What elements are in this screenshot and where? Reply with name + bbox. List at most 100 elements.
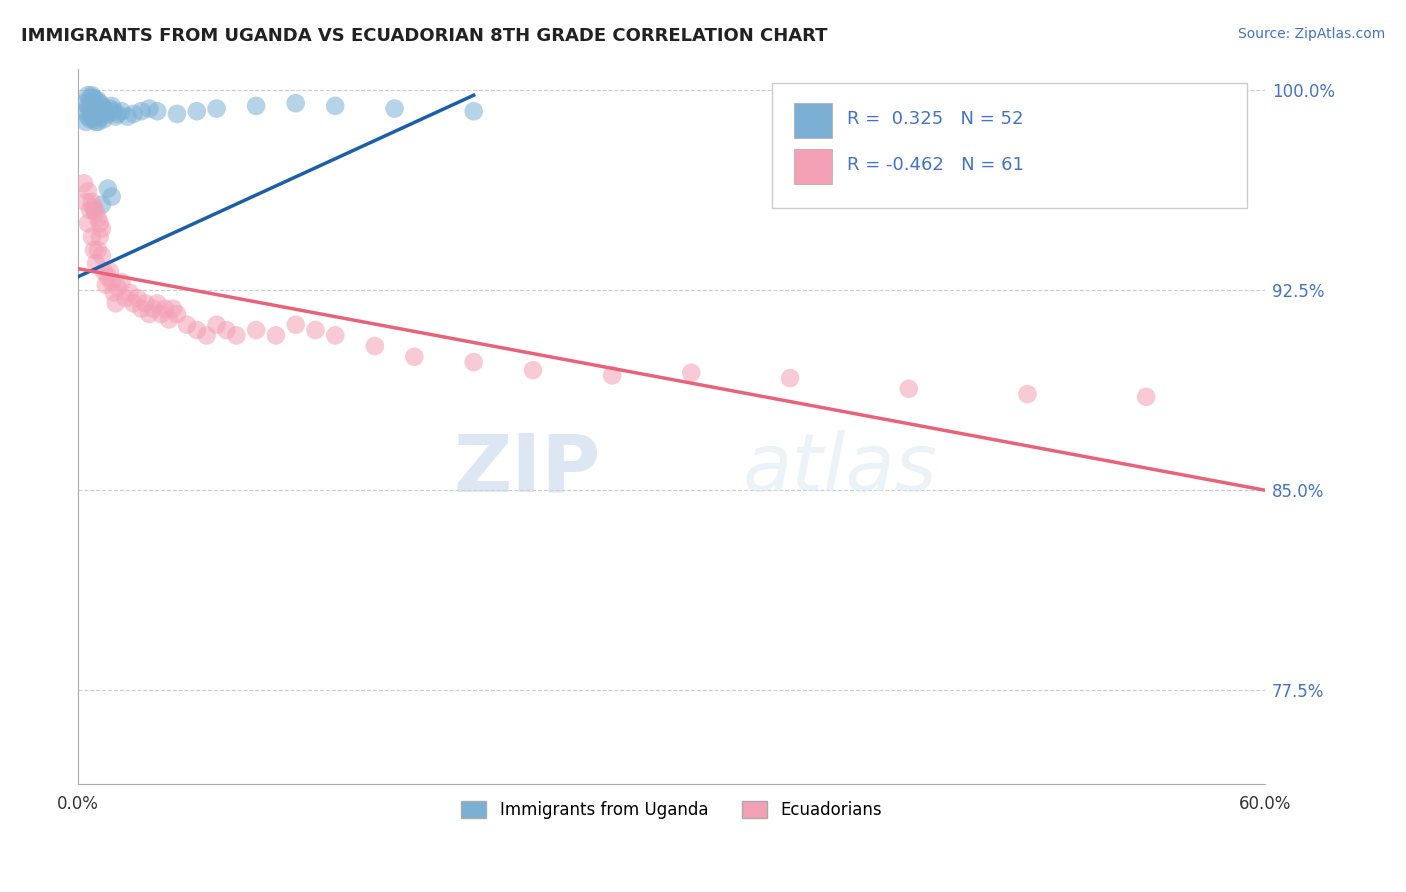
Point — [98, 264, 121, 278]
Point — [384, 102, 406, 116]
Point — [205, 318, 228, 332]
Point — [225, 328, 247, 343]
Point — [98, 102, 121, 116]
Point — [84, 205, 107, 219]
Point — [104, 296, 127, 310]
Point — [166, 307, 188, 321]
Point — [97, 181, 120, 195]
Point — [127, 291, 149, 305]
Point — [103, 104, 125, 119]
Point — [245, 323, 267, 337]
Point — [100, 275, 122, 289]
Point — [93, 264, 115, 278]
Point — [87, 211, 110, 225]
Point — [83, 200, 105, 214]
Point — [681, 366, 703, 380]
Point — [80, 194, 103, 209]
Point — [897, 382, 920, 396]
Point — [73, 176, 96, 190]
Point — [83, 243, 105, 257]
Point — [284, 96, 307, 111]
Point — [90, 248, 112, 262]
Point — [77, 88, 100, 103]
Point — [77, 216, 100, 230]
Point — [186, 323, 208, 337]
Point — [93, 102, 115, 116]
Point — [89, 107, 111, 121]
Point — [522, 363, 544, 377]
Point — [264, 328, 287, 343]
Point — [779, 371, 801, 385]
Point — [93, 112, 115, 127]
Point — [87, 94, 110, 108]
Point — [107, 107, 129, 121]
Point — [87, 243, 110, 257]
Point — [94, 277, 117, 292]
Point — [150, 307, 173, 321]
Point — [83, 102, 105, 116]
Point — [84, 256, 107, 270]
Point — [111, 104, 134, 119]
Point — [1135, 390, 1157, 404]
Point — [153, 301, 176, 316]
Text: atlas: atlas — [742, 430, 938, 508]
Point — [90, 221, 112, 235]
Text: R = -0.462   N = 61: R = -0.462 N = 61 — [846, 156, 1024, 174]
Point — [195, 328, 218, 343]
Point — [90, 197, 112, 211]
Legend: Immigrants from Uganda, Ecuadorians: Immigrants from Uganda, Ecuadorians — [454, 794, 889, 825]
Point — [205, 102, 228, 116]
Point — [75, 104, 97, 119]
Point — [138, 307, 160, 321]
Point — [83, 112, 105, 127]
Point — [323, 99, 346, 113]
Point — [84, 104, 107, 119]
Point — [323, 328, 346, 343]
Point — [77, 110, 100, 124]
Point — [131, 301, 153, 316]
FancyBboxPatch shape — [794, 149, 832, 185]
Point — [75, 194, 97, 209]
Point — [118, 285, 141, 300]
Point — [87, 115, 110, 129]
Point — [284, 318, 307, 332]
Point — [79, 102, 101, 116]
Point — [463, 355, 485, 369]
Point — [364, 339, 387, 353]
Point — [146, 296, 169, 310]
FancyBboxPatch shape — [772, 83, 1247, 208]
FancyBboxPatch shape — [794, 103, 832, 138]
Point — [157, 312, 180, 326]
Point — [83, 202, 105, 217]
Point — [104, 110, 127, 124]
Point — [122, 107, 145, 121]
Point — [600, 368, 623, 383]
Point — [89, 216, 111, 230]
Point — [83, 91, 105, 105]
Point — [90, 110, 112, 124]
Point — [89, 229, 111, 244]
Point — [97, 107, 120, 121]
Point — [142, 301, 165, 316]
Point — [89, 96, 111, 111]
Point — [79, 202, 101, 217]
Point — [404, 350, 426, 364]
Point — [77, 99, 100, 113]
Point — [79, 112, 101, 127]
Point — [176, 318, 198, 332]
Point — [73, 96, 96, 111]
Point — [80, 88, 103, 103]
Point — [97, 269, 120, 284]
Point — [94, 104, 117, 119]
Point — [90, 99, 112, 113]
Point — [245, 99, 267, 113]
Point — [215, 323, 238, 337]
Point — [103, 285, 125, 300]
Point — [79, 91, 101, 105]
Point — [162, 301, 184, 316]
Point — [80, 110, 103, 124]
Point — [131, 104, 153, 119]
Point — [80, 99, 103, 113]
Point — [463, 104, 485, 119]
Text: R =  0.325   N = 52: R = 0.325 N = 52 — [846, 110, 1024, 128]
